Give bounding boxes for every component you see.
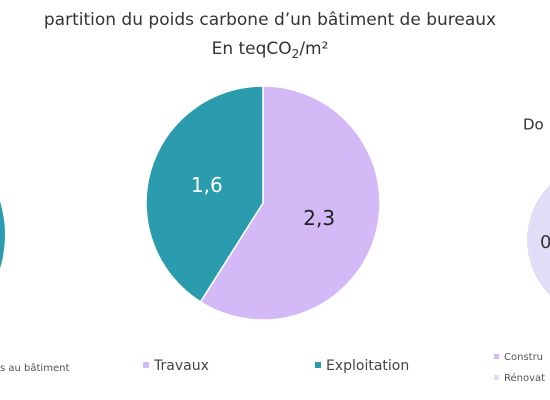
legend-label: Exploitation [326, 358, 409, 374]
pie-label: 0 [540, 232, 550, 253]
legend-label: Rénovat [504, 372, 545, 384]
legend-marker [315, 362, 321, 368]
pie-slice [199, 85, 381, 321]
chart-subtitle: En teqCO2/m² [212, 39, 329, 61]
data-label: 1,6 [191, 173, 223, 197]
legend-marker [143, 362, 149, 368]
panel-title: Do [523, 116, 544, 134]
legend-marker [494, 354, 499, 359]
legend-label: s au bâtiment [0, 362, 69, 374]
chart-title: partition du poids carbone d’un bâtiment… [44, 10, 496, 30]
pie-slice [145, 85, 264, 303]
legend-label: Travaux [153, 358, 209, 374]
legend-marker [494, 375, 499, 380]
subtitle-part: 2 [292, 47, 300, 61]
subtitle-part: /m² [299, 39, 328, 59]
legend-label: Constru [504, 352, 543, 363]
subtitle-part: En teqCO [212, 39, 292, 59]
cropped-pie [527, 184, 550, 296]
data-label: 2,3 [303, 206, 335, 230]
cropped-pie [0, 201, 5, 269]
left-fragment: s au bâtiment [0, 201, 69, 374]
right-fragment: Do 0 Constru Rénovat [494, 116, 550, 384]
